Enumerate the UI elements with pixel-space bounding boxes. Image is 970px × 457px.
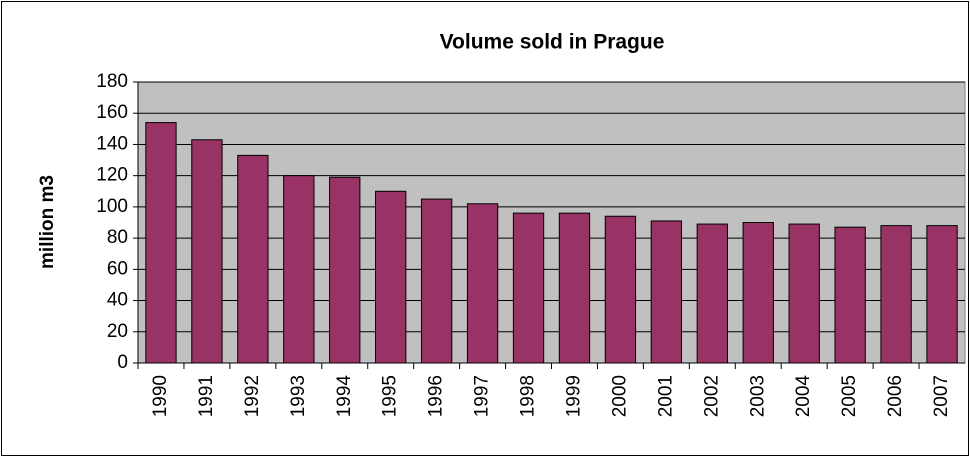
x-tick-label: 1996 xyxy=(426,375,447,417)
bar xyxy=(558,212,591,364)
y-tick-label: 0 xyxy=(117,352,128,373)
x-tick-label: 2000 xyxy=(609,375,630,417)
y-tick-label: 40 xyxy=(107,290,128,311)
y-tick-label: 140 xyxy=(96,133,128,154)
bar xyxy=(834,226,866,364)
x-tick-label: 2007 xyxy=(931,375,952,417)
y-tick-label: 120 xyxy=(96,165,128,186)
x-tick-label: 1990 xyxy=(150,375,171,417)
bar xyxy=(650,220,683,364)
x-tick-label: 2006 xyxy=(885,375,906,417)
bar xyxy=(237,154,269,364)
y-tick-label: 160 xyxy=(96,102,128,123)
chart-title: Volume sold in Prague xyxy=(440,31,665,54)
bar xyxy=(742,222,774,364)
y-tick-label: 80 xyxy=(107,227,128,248)
bar xyxy=(283,175,315,364)
bar xyxy=(696,223,728,364)
y-tick-label: 60 xyxy=(107,258,128,279)
x-tick-label: 2005 xyxy=(839,375,860,417)
bar xyxy=(420,198,453,364)
x-tick-label: 2001 xyxy=(655,375,676,417)
x-tick-label: 1999 xyxy=(563,375,584,417)
bar xyxy=(329,176,361,364)
bar xyxy=(512,212,545,364)
x-tick-label: 1993 xyxy=(288,375,309,417)
bar xyxy=(604,215,637,364)
y-axis-label: million m3 xyxy=(37,175,58,269)
y-tick-label: 100 xyxy=(96,196,128,217)
y-tick-label: 180 xyxy=(96,71,128,92)
x-tick-label: 2004 xyxy=(793,375,814,418)
x-tick-label: 2003 xyxy=(747,375,768,417)
x-tick-label: 1994 xyxy=(334,375,355,418)
bar xyxy=(788,223,820,364)
x-tick-label: 1995 xyxy=(380,375,401,417)
plot-area xyxy=(137,81,966,364)
bar xyxy=(466,203,499,364)
bar xyxy=(926,225,958,364)
x-tick-label: 1997 xyxy=(472,375,493,417)
x-tick-label: 1998 xyxy=(518,375,539,417)
bar xyxy=(191,139,223,364)
x-tick-label: 1991 xyxy=(196,375,217,417)
bar xyxy=(375,190,407,364)
bar xyxy=(880,225,912,364)
x-tick-label: 2002 xyxy=(701,375,722,417)
bar xyxy=(145,122,177,364)
x-tick-label: 1992 xyxy=(242,375,263,417)
y-tick-label: 20 xyxy=(107,321,128,342)
